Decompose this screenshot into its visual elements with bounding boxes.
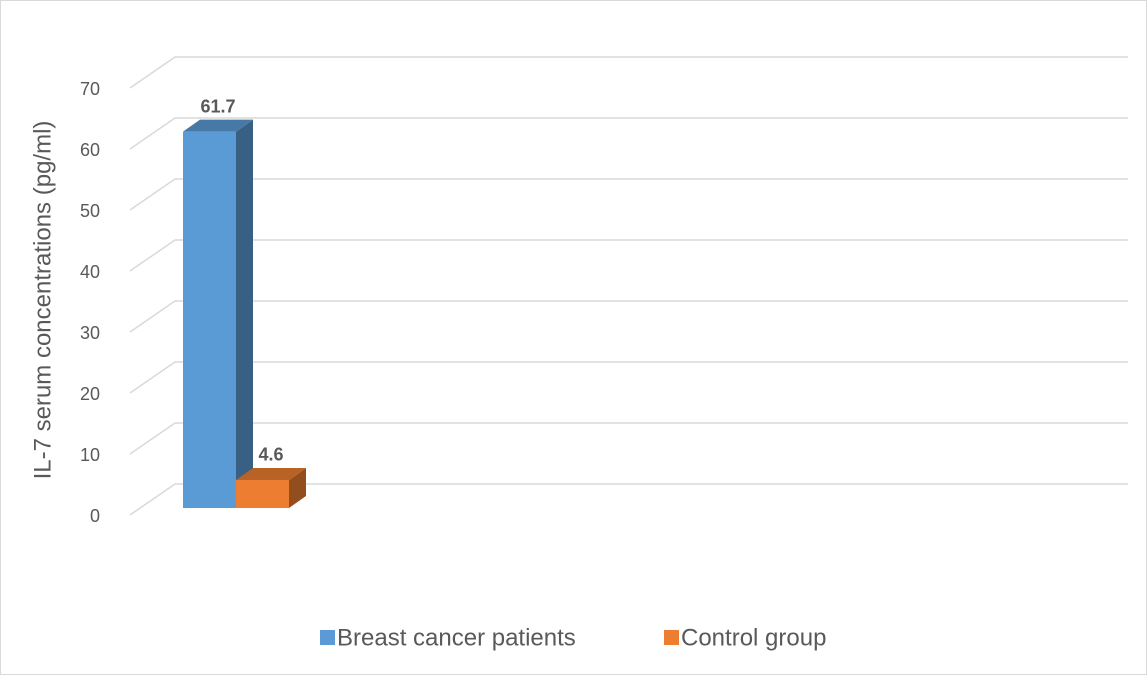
legend-swatch — [664, 630, 679, 645]
bar — [183, 131, 236, 508]
y-tick-label: 30 — [80, 323, 100, 343]
legend-label: Breast cancer patients — [337, 624, 576, 651]
grid-line — [129, 483, 1128, 516]
y-tick-label: 60 — [80, 140, 100, 160]
grid-line — [129, 56, 1128, 89]
value-label: 61.7 — [200, 96, 235, 116]
bar-top — [183, 119, 253, 132]
grid-line — [129, 361, 1128, 394]
legend-label: Control group — [681, 624, 826, 651]
value-label: 4.6 — [258, 445, 283, 465]
bar — [236, 479, 289, 508]
y-tick-label: 40 — [80, 262, 100, 282]
bar-side — [289, 467, 306, 508]
y-tick-label: 10 — [80, 445, 100, 465]
bar-side — [236, 119, 253, 508]
y-tick-label: 50 — [80, 201, 100, 221]
grid-line — [129, 422, 1128, 455]
y-tick-label: 0 — [90, 506, 100, 526]
grid-line — [129, 300, 1128, 333]
y-axis-title: IL-7 serum concentrations (pg/ml) — [29, 121, 56, 480]
grid-line — [129, 117, 1128, 150]
bar-top — [236, 467, 306, 480]
grid-line — [129, 178, 1128, 211]
grid-line — [129, 239, 1128, 272]
y-tick-label: 70 — [80, 79, 100, 99]
y-tick-label: 20 — [80, 384, 100, 404]
legend-swatch — [320, 630, 335, 645]
